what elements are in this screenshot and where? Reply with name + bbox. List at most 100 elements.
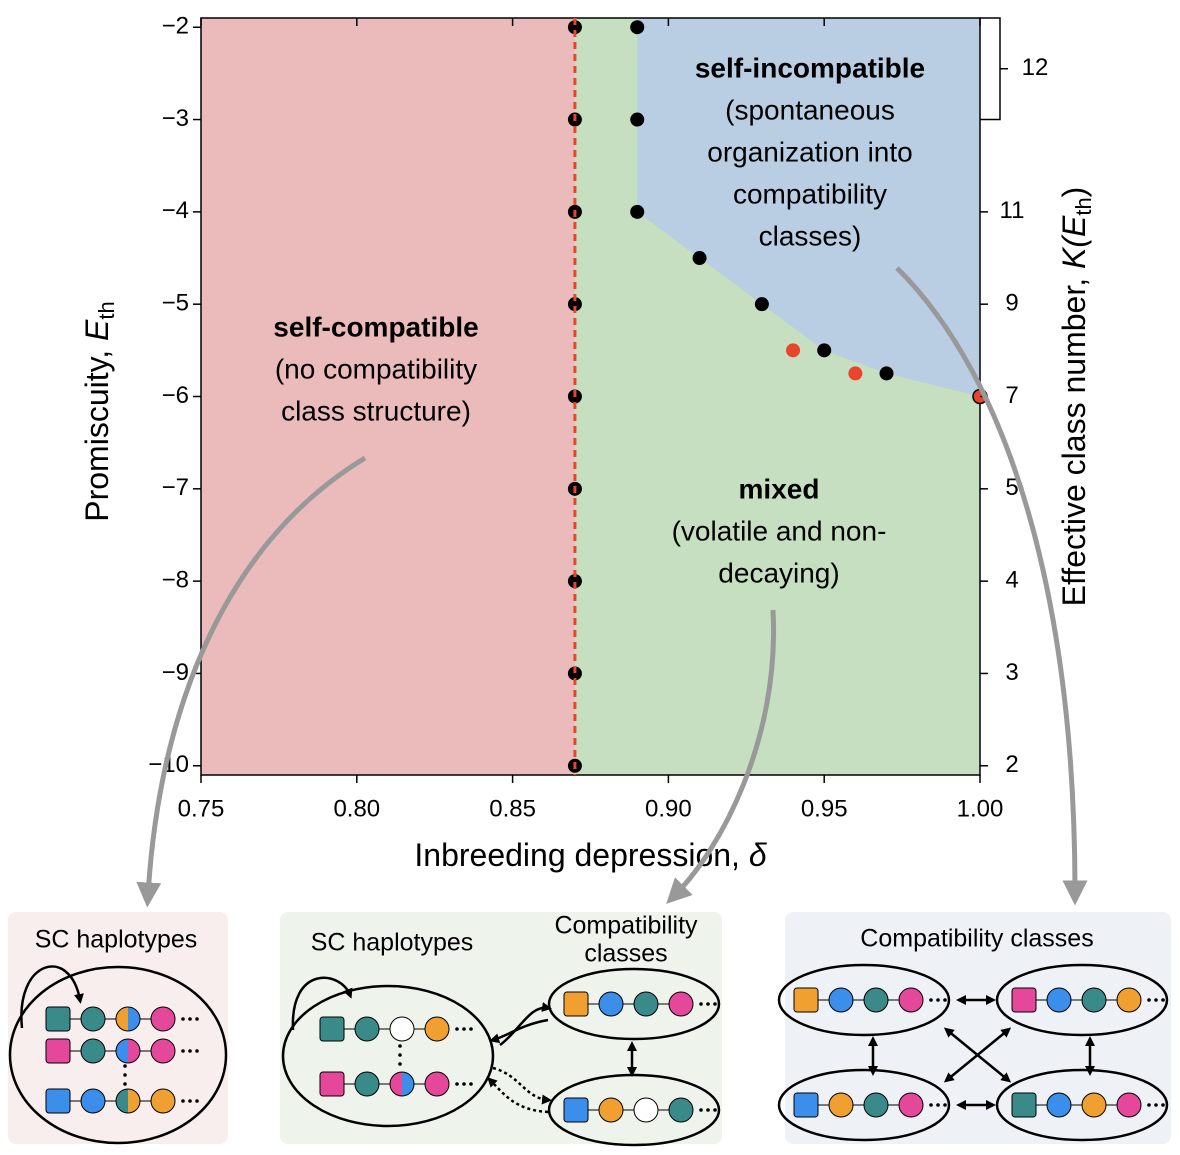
y-tick-label: −7 (162, 474, 189, 501)
y2-bracket-label: 12 (1022, 54, 1049, 81)
panel-subtitle: Compatibility (554, 912, 698, 940)
y2-tick-label: 4 (1005, 566, 1018, 593)
sc-square (793, 987, 819, 1013)
annotation: mixed (739, 473, 820, 504)
ellipsis-dot (1154, 998, 1158, 1002)
annotation: organization into (707, 136, 912, 167)
allele (354, 1016, 380, 1042)
allele (828, 1092, 854, 1118)
sc-square (563, 991, 589, 1017)
allele (668, 991, 694, 1017)
pointer-arrow (666, 609, 777, 904)
allele (1081, 987, 1107, 1013)
ellipsis-dot (462, 1027, 466, 1031)
ellipsis-dot (929, 1103, 933, 1107)
allele (633, 991, 659, 1017)
allele-outline (115, 1006, 141, 1032)
ellipsis-dot (455, 1082, 459, 1086)
x-axis-label-part: δ (749, 837, 768, 873)
ellipsis-dot (713, 1002, 717, 1006)
data-point (879, 366, 894, 381)
x-tick-label: 0.90 (645, 795, 692, 822)
allele-outline (389, 1071, 415, 1097)
data-point (567, 20, 582, 35)
y2-axis-label-part: K(E (1056, 215, 1092, 269)
x-tick-label: 0.75 (178, 795, 225, 822)
allele (150, 1038, 176, 1064)
allele (1116, 1092, 1142, 1118)
y-tick-label: −8 (162, 566, 189, 593)
self-arrow (291, 976, 353, 1031)
data-point (692, 251, 707, 266)
annotation: classes) (759, 220, 862, 251)
transition-arrow (487, 1077, 549, 1114)
data-point (630, 204, 645, 219)
allele (424, 1071, 450, 1097)
data-point (754, 297, 769, 312)
ellipsis-dot (929, 998, 933, 1002)
allele (80, 1006, 106, 1032)
ellipsis-dot (1147, 1103, 1151, 1107)
y2-tick-label: 5 (1005, 474, 1018, 501)
ellipsis-dot (943, 1103, 947, 1107)
class-ellipse (995, 963, 1169, 1037)
y2-axis-label-part: ) (1056, 187, 1092, 198)
y-axis-label: Promiscuity, Eth (79, 301, 118, 521)
ellipsis-dot (462, 1082, 466, 1086)
ellipsis-dot (469, 1027, 473, 1031)
ellipsis-dot (699, 1002, 703, 1006)
y2-tick-label: 7 (1005, 382, 1018, 409)
allele (598, 991, 624, 1017)
allele (1081, 1092, 1107, 1118)
annotation: (no compatibility (275, 353, 477, 384)
ellipsis-dot (398, 1044, 402, 1048)
y2-tick-label: 3 (1005, 659, 1018, 686)
y-tick-label: −2 (162, 13, 189, 40)
allele (1046, 987, 1072, 1013)
ellipsis-dot (1154, 1103, 1158, 1107)
region-self-compatible (201, 18, 575, 775)
y2-axis-label-part: Effective class number, (1056, 269, 1092, 606)
ellipsis-dot (706, 1108, 710, 1112)
sc-square (319, 1016, 345, 1042)
allele (898, 987, 924, 1013)
ellipsis-dot (706, 1002, 710, 1006)
allele (1116, 987, 1142, 1013)
y2-tick-label: 9 (1005, 290, 1018, 317)
allele-half (116, 1039, 128, 1063)
allele (80, 1088, 106, 1114)
data-point (848, 366, 863, 381)
y-tick-label: −5 (162, 290, 189, 317)
class-ellipse (8, 965, 228, 1145)
allele (633, 1097, 659, 1123)
ellipsis-dot (1161, 998, 1165, 1002)
annotation: (spontaneous (725, 94, 895, 125)
allele (424, 1016, 450, 1042)
ellipsis-dot (188, 1017, 192, 1021)
ellipsis-dot (123, 1082, 127, 1086)
class-ellipse (995, 1068, 1169, 1142)
ellipsis-dot (455, 1027, 459, 1031)
transition-arrow (489, 1018, 549, 1044)
ellipsis-dot (195, 1017, 199, 1021)
data-point (786, 343, 801, 358)
transition-arrow (499, 1002, 552, 1046)
panel-subtitle: classes (584, 940, 667, 968)
ellipsis-dot (1161, 1103, 1165, 1107)
allele-half (402, 1072, 414, 1096)
annotation: decaying) (718, 557, 839, 588)
plot: 0.75 0.80 0.85 0.90 0.95 1.00 −2 −3 −4 −5 −6 −7 −8 −9… (79, 13, 1095, 874)
ellipsis-dot (188, 1099, 192, 1103)
allele-half (128, 1039, 140, 1063)
x-tick-label: 1.00 (957, 795, 1004, 822)
sc-square (1011, 1092, 1037, 1118)
y-tick-label: −9 (162, 659, 189, 686)
data-point (630, 112, 645, 127)
y-tick-label: −4 (162, 197, 189, 224)
allele-half (116, 1007, 128, 1031)
pointer-arrow (895, 266, 1088, 906)
allele (598, 1097, 624, 1123)
data-point (567, 297, 582, 312)
ellipsis-dot (195, 1049, 199, 1053)
allele (898, 1092, 924, 1118)
